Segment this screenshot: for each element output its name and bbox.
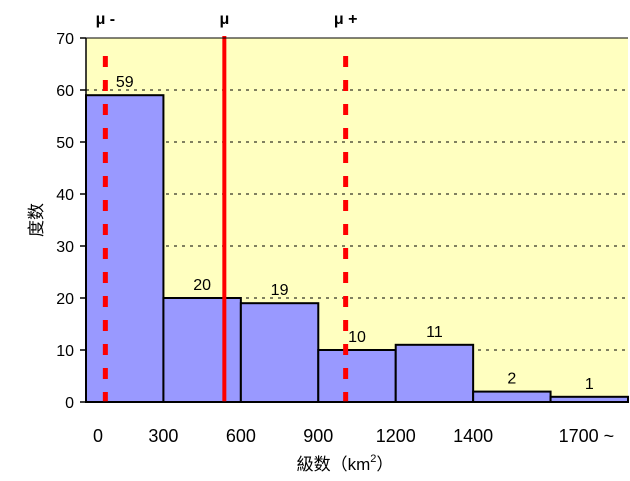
data-label: 59	[116, 74, 134, 91]
bars	[85, 94, 629, 404]
bar	[472, 390, 552, 404]
data-label: 1	[585, 376, 594, 393]
y-tick-label: 20	[56, 291, 74, 308]
y-axis-label: 度数	[27, 203, 46, 237]
y-tick-label: 10	[56, 343, 74, 360]
y-tick-label: 40	[56, 187, 74, 204]
x-tick-label: 600	[226, 426, 256, 446]
bar	[394, 343, 475, 403]
y-tick-label: 70	[56, 31, 74, 48]
bar	[239, 302, 320, 404]
x-tick-label: 1700 ~	[559, 426, 615, 446]
data-label: 11	[426, 324, 443, 341]
x-axis-label-close: ）	[376, 455, 393, 474]
data-label: 20	[193, 277, 211, 294]
bar	[549, 395, 629, 403]
x-tick-label: 0	[93, 426, 103, 446]
x-axis-label-superscript: 2	[370, 453, 376, 465]
y-tick-label: 60	[56, 83, 74, 100]
x-tick-label: 300	[148, 426, 178, 446]
data-label: 19	[271, 282, 289, 299]
mean-marker-label: μ +	[334, 11, 358, 28]
bar	[317, 349, 397, 403]
bar	[85, 94, 165, 403]
x-tick-label: 1200	[376, 426, 416, 446]
x-axis-label: 級数（km2）	[297, 453, 394, 474]
y-tick-labels: 0 10 20 30 40 50 60 70	[56, 31, 74, 412]
y-tick-label: 0	[65, 395, 74, 412]
mean-marker-label: μ	[219, 11, 229, 28]
axes	[80, 37, 628, 403]
y-tick-label: 50	[56, 135, 74, 152]
x-tick-label: 1400	[453, 426, 493, 446]
data-label: 2	[507, 371, 516, 388]
mean-markers: μ - μ μ +	[96, 11, 358, 402]
x-tick-labels: 0 300 600 900 1200 1400 1700 ~	[93, 426, 614, 446]
x-axis-label-main: 級数（km	[297, 455, 371, 474]
x-tick-label: 900	[303, 426, 333, 446]
y-tick-label: 30	[56, 239, 74, 256]
bar	[162, 297, 242, 403]
mean-marker-label: μ -	[96, 11, 116, 28]
data-labels: 59 20 19 10 11 2 1	[116, 74, 594, 393]
data-label: 10	[348, 329, 366, 346]
